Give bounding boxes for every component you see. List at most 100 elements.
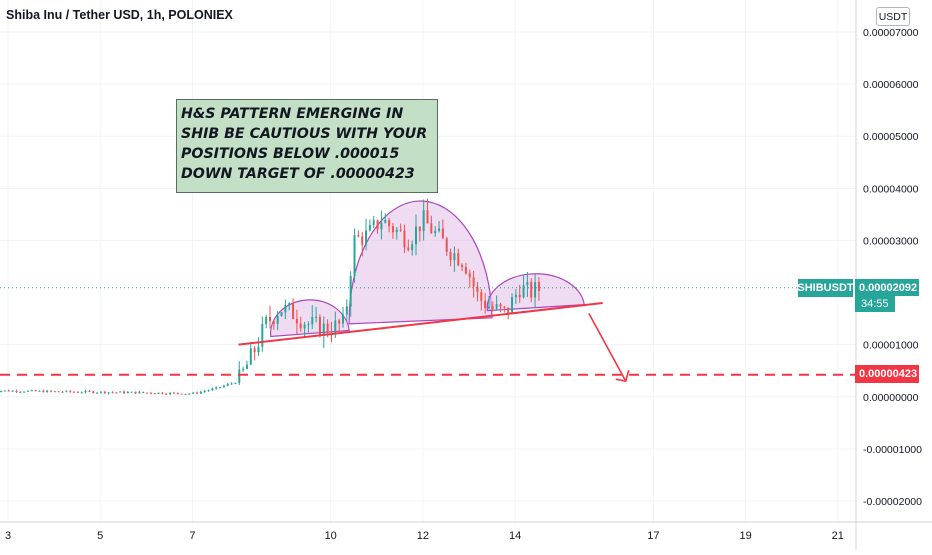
candle-body	[226, 384, 229, 386]
candle-body	[107, 392, 110, 394]
candle-body	[234, 383, 237, 385]
candle-body	[34, 390, 37, 392]
candle-body	[188, 393, 191, 395]
candle-body	[134, 391, 137, 394]
candle-body	[111, 392, 114, 394]
candle-body	[391, 226, 394, 233]
candle-body	[322, 323, 325, 336]
candle-body	[526, 281, 529, 286]
candle-body	[372, 220, 375, 226]
note-line-1: H&S PATTERN EMERGING IN	[181, 106, 404, 122]
candle-body	[514, 294, 517, 298]
x-tick-label: 3	[5, 530, 11, 542]
candle-body	[422, 210, 425, 232]
y-tick-label: -0.00001000	[863, 444, 922, 456]
candle-body	[491, 306, 494, 309]
x-tick-label: 10	[325, 530, 337, 542]
candle-body	[280, 312, 283, 316]
head-arc	[348, 200, 493, 325]
candle-body	[326, 323, 329, 334]
candle-body	[126, 392, 129, 394]
candle-body	[222, 385, 225, 388]
candle-body	[50, 390, 53, 392]
candle-body	[284, 305, 287, 313]
candle-body	[303, 324, 306, 329]
candle-body	[395, 229, 398, 233]
y-tick-label: 0.00000000	[863, 392, 919, 404]
annotation-note[interactable]: H&S PATTERN EMERGING IN SHIB BE CAUTIOUS…	[176, 99, 438, 193]
x-tick-label: 21	[832, 530, 844, 542]
candle-body	[368, 225, 371, 231]
candle-body	[269, 316, 272, 322]
candle-body	[292, 303, 295, 319]
candle-body	[142, 391, 145, 393]
candle-body	[438, 228, 441, 231]
candle-body	[96, 392, 99, 394]
y-tick-label: 0.00003000	[863, 235, 919, 247]
candle-body	[157, 392, 160, 394]
candle-body	[230, 383, 233, 385]
candle-timer-badge: 34:55	[855, 296, 895, 312]
candle-body	[453, 253, 456, 261]
x-tick-label: 7	[189, 530, 195, 542]
candle-body	[76, 391, 79, 393]
candle-body	[403, 230, 406, 248]
candle-body	[461, 265, 464, 267]
candle-body	[23, 391, 26, 393]
candle-body	[522, 285, 525, 298]
candles	[0, 198, 540, 396]
candle-body	[265, 316, 268, 325]
target-price-badge: 0.00000423	[855, 365, 919, 383]
candle-body	[530, 281, 533, 298]
candle-body	[19, 391, 22, 393]
candle-body	[199, 391, 202, 394]
candle-body	[53, 391, 56, 393]
candle-body	[418, 226, 421, 232]
candle-body	[99, 391, 102, 393]
candle-body	[257, 346, 260, 353]
candle-body	[299, 323, 302, 329]
x-tick-label: 5	[97, 530, 103, 542]
candle-body	[245, 364, 248, 369]
candle-body	[73, 391, 76, 393]
candle-body	[311, 317, 314, 325]
candle-body	[165, 393, 168, 395]
candle-body	[338, 320, 341, 324]
candle-body	[15, 390, 18, 392]
y-tick-label: 0.00001000	[863, 340, 919, 352]
candle-body	[184, 393, 187, 395]
x-tick-label: 19	[739, 530, 751, 542]
candle-body	[130, 391, 133, 393]
candle-body	[0, 390, 3, 392]
note-line-3: POSITIONS BELOW .000015	[181, 146, 400, 162]
candle-body	[407, 247, 410, 251]
candle-body	[172, 392, 175, 394]
candle-body	[441, 228, 444, 239]
candle-body	[65, 390, 68, 392]
candle-body	[426, 210, 429, 224]
candle-body	[464, 266, 467, 274]
candle-body	[146, 392, 149, 394]
candle-body	[92, 391, 95, 394]
candle-body	[503, 306, 506, 308]
candle-body	[487, 306, 490, 309]
candle-body	[349, 276, 352, 307]
currency-button[interactable]: USDT	[876, 7, 910, 26]
candle-body	[261, 324, 264, 347]
candle-body	[518, 294, 521, 298]
candle-body	[430, 223, 433, 234]
candle-body	[119, 391, 122, 393]
x-tick-label: 17	[647, 530, 659, 542]
candle-body	[295, 318, 298, 324]
candle-body	[288, 303, 291, 306]
candle-body	[414, 226, 417, 245]
candle-body	[61, 391, 64, 393]
candle-body	[361, 236, 364, 245]
candle-body	[46, 390, 49, 393]
candle-body	[115, 392, 118, 394]
candle-body	[88, 390, 91, 392]
candle-body	[434, 230, 437, 234]
candle-body	[511, 297, 514, 314]
